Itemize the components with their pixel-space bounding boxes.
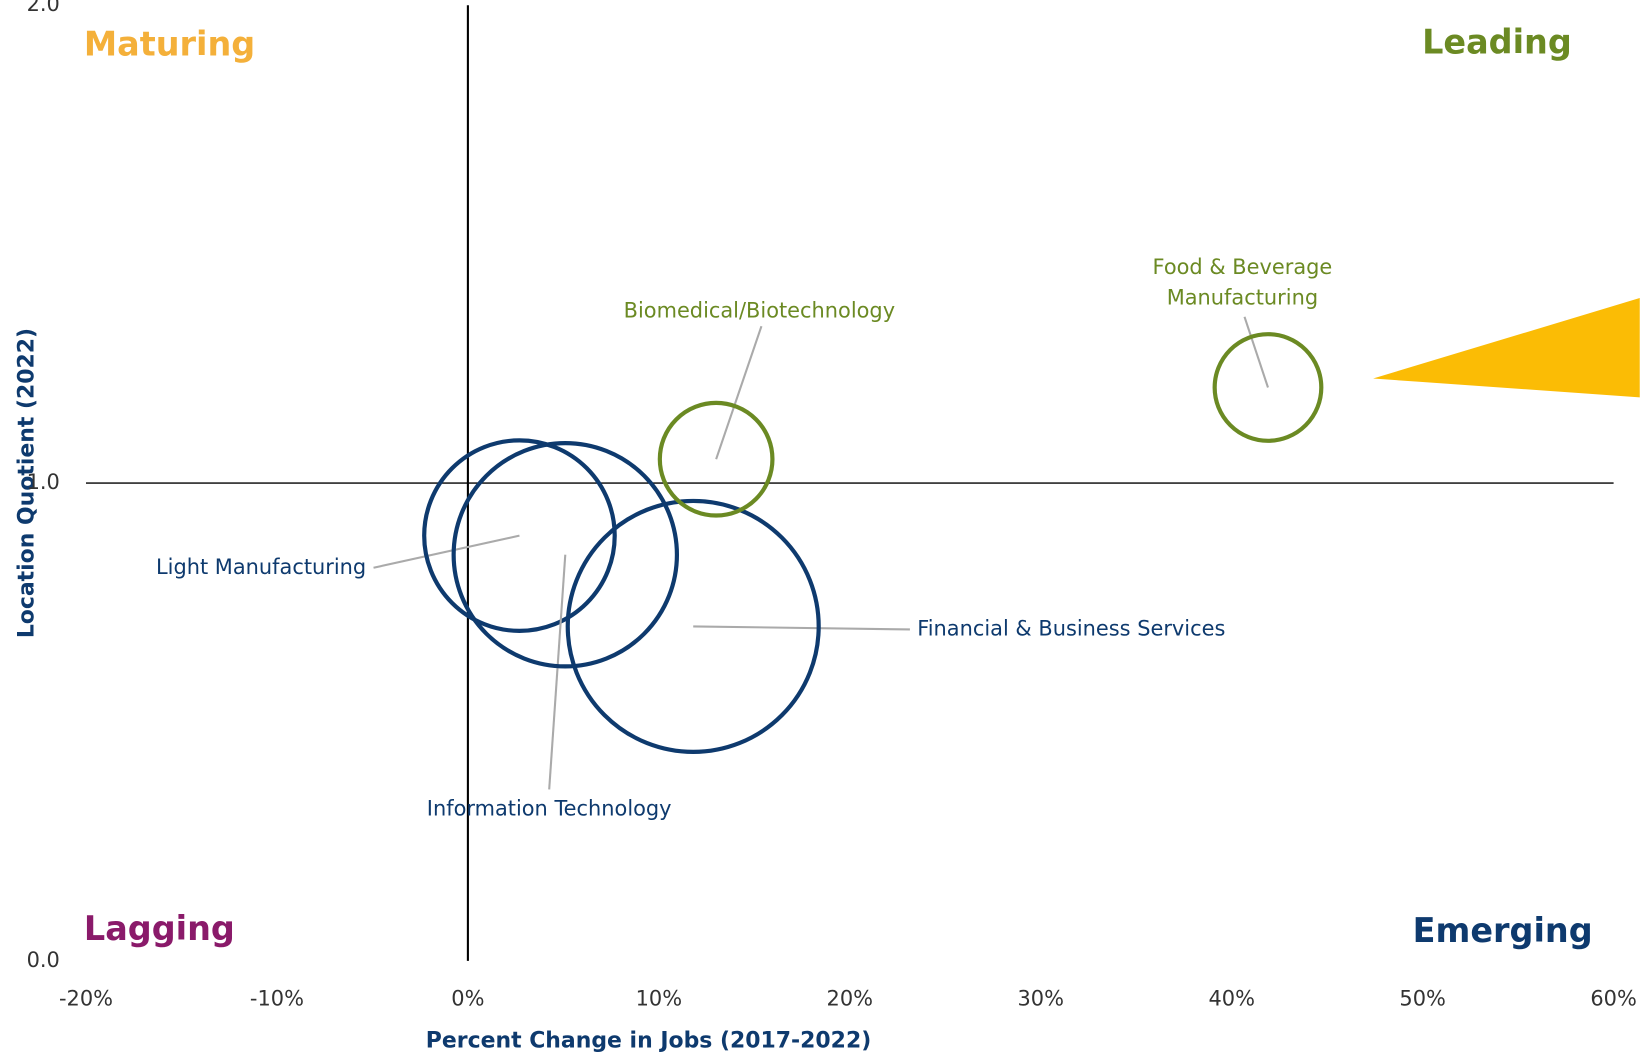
quadrant-label: Leading <box>1422 22 1572 61</box>
bubble <box>451 441 680 669</box>
y-tick-label: 0.0 <box>27 948 60 972</box>
bubble-label: Light Manufacturing <box>156 555 366 579</box>
leader-line <box>693 625 910 631</box>
leader-line <box>715 325 763 460</box>
decoration-arrow <box>1373 297 1640 398</box>
bubble <box>1212 332 1324 443</box>
leader-line <box>1243 316 1269 388</box>
x-tick-label: -20% <box>59 987 113 1011</box>
x-tick-label: 0% <box>451 987 484 1011</box>
quadrant-label: Lagging <box>84 909 235 948</box>
leader-line <box>373 534 520 569</box>
x-axis-title: Percent Change in Jobs (2017-2022) <box>426 1028 871 1053</box>
bubble-label: Biomedical/Biotechnology <box>624 299 895 323</box>
bubble-label: Financial & Business Services <box>917 616 1225 640</box>
quadrant-label: Emerging <box>1413 911 1593 950</box>
leader-line <box>548 554 567 790</box>
bubble <box>565 498 821 754</box>
x-tick-label: 10% <box>636 987 682 1011</box>
bubble-label-box: Food & Beverage Manufacturing <box>1152 254 1333 310</box>
x-tick-label: 30% <box>1018 987 1064 1011</box>
bubble-label: Food & Beverage Manufacturing <box>1152 254 1333 310</box>
bubble <box>422 438 617 633</box>
x-tick-label: 20% <box>827 987 873 1011</box>
x-tick-label: 50% <box>1399 987 1445 1011</box>
bubble <box>657 400 775 518</box>
y-tick-label: 2.0 <box>27 0 60 16</box>
x-tick-label: 40% <box>1208 987 1254 1011</box>
bubble-label: Information Technology <box>427 796 672 820</box>
x-tick-label: 60% <box>1590 987 1636 1011</box>
y-axis-title: Location Quotient (2022) <box>14 328 39 638</box>
y-tick-label: 1.0 <box>27 470 60 494</box>
x-tick-label: -10% <box>250 987 304 1011</box>
quadrant-label: Maturing <box>84 25 255 64</box>
